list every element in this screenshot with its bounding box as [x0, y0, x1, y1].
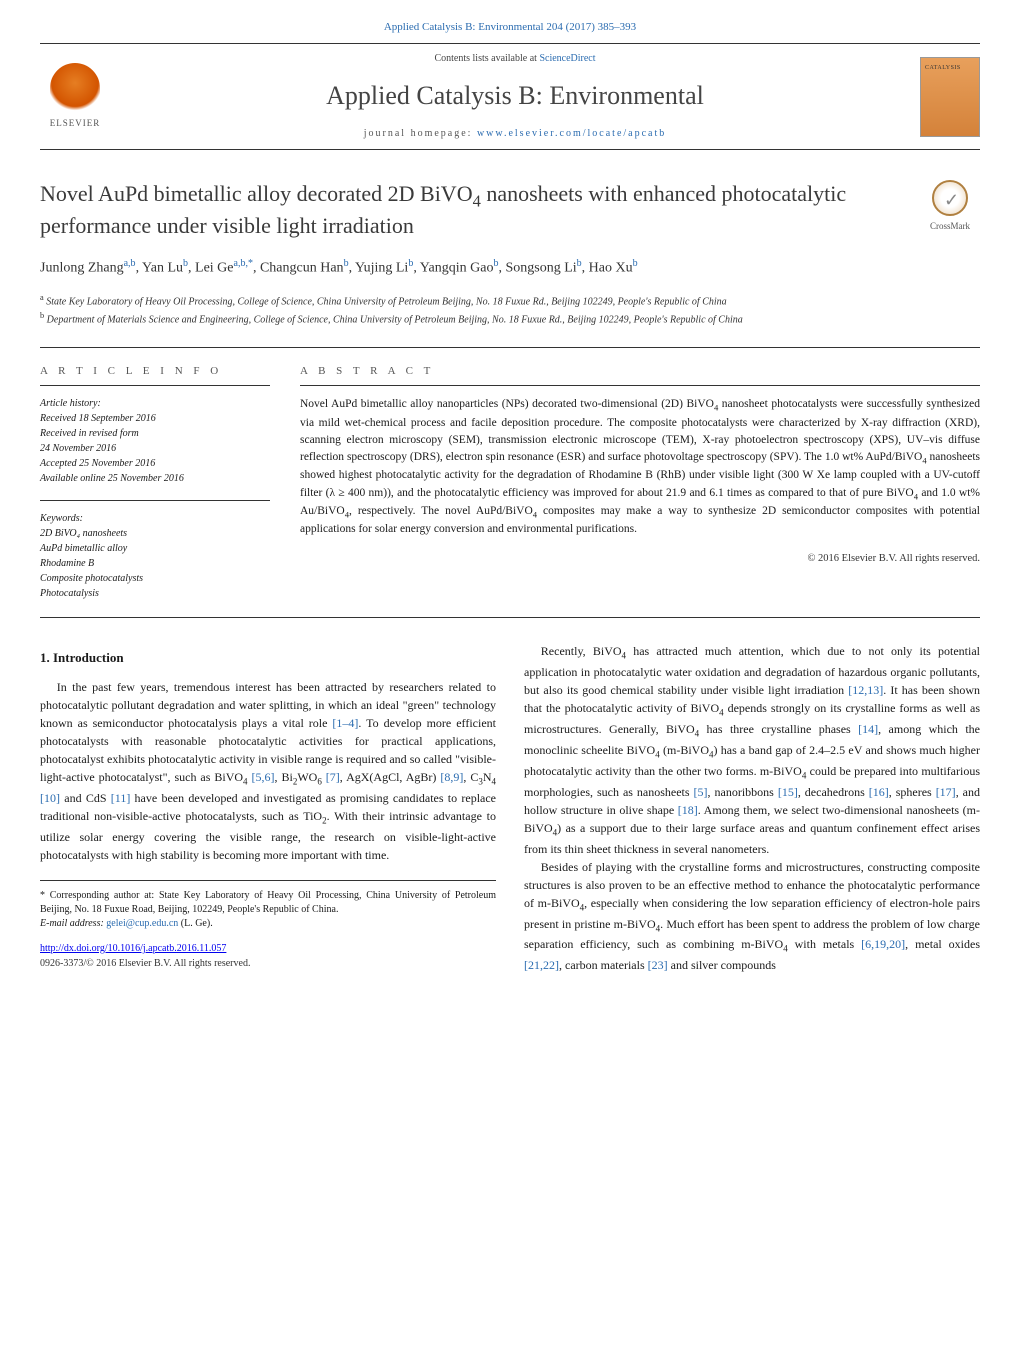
abstract-copyright: © 2016 Elsevier B.V. All rights reserved…: [300, 552, 980, 567]
history-line: 24 November 2016: [40, 441, 270, 456]
homepage-prefix: journal homepage:: [364, 128, 477, 139]
article-title: Novel AuPd bimetallic alloy decorated 2D…: [40, 180, 900, 240]
author-list: Junlong Zhanga,b, Yan Lub, Lei Gea,b,*, …: [40, 256, 980, 280]
abstract-text: Novel AuPd bimetallic alloy nanoparticle…: [300, 396, 980, 538]
affiliation-a: a State Key Laboratory of Heavy Oil Proc…: [40, 292, 980, 309]
elsevier-logo: ELSEVIER: [40, 57, 110, 137]
crossmark-label: CrossMark: [930, 221, 970, 231]
history-line: Received in revised form: [40, 426, 270, 441]
body-paragraph: Besides of playing with the crystalline …: [524, 858, 980, 975]
abstract-heading: a b s t r a c t: [300, 364, 980, 386]
contents-prefix: Contents lists available at: [434, 53, 539, 64]
doi-link[interactable]: http://dx.doi.org/10.1016/j.apcatb.2016.…: [40, 943, 226, 954]
crossmark-badge[interactable]: CrossMark: [920, 180, 980, 233]
keyword: Photocatalysis: [40, 586, 270, 601]
sciencedirect-link[interactable]: ScienceDirect: [539, 53, 595, 64]
keyword: 2D BiVO₄ nanosheets: [40, 526, 270, 541]
article-history: Article history: Received 18 September 2…: [40, 396, 270, 486]
affiliation-b: b Department of Materials Science and En…: [40, 310, 980, 327]
history-label: Article history:: [40, 396, 270, 411]
keyword: Rhodamine B: [40, 556, 270, 571]
history-line: Accepted 25 November 2016: [40, 456, 270, 471]
journal-cover-thumbnail: [920, 57, 980, 137]
journal-homepage-link[interactable]: www.elsevier.com/locate/apcatb: [477, 128, 666, 139]
masthead-center: Contents lists available at ScienceDirec…: [110, 52, 920, 140]
journal-masthead: ELSEVIER Contents lists available at Sci…: [40, 43, 980, 149]
journal-name: Applied Catalysis B: Environmental: [110, 78, 920, 114]
elsevier-wordmark: ELSEVIER: [50, 117, 101, 130]
corresponding-email-link[interactable]: gelei@cup.edu.cn: [106, 918, 178, 929]
keywords-block: Keywords: 2D BiVO₄ nanosheets AuPd bimet…: [40, 511, 270, 601]
affiliations: a State Key Laboratory of Heavy Oil Proc…: [40, 292, 980, 327]
doi-block: http://dx.doi.org/10.1016/j.apcatb.2016.…: [40, 941, 496, 971]
journal-homepage-line: journal homepage: www.elsevier.com/locat…: [110, 127, 920, 141]
email-line: E-mail address: gelei@cup.edu.cn (L. Ge)…: [40, 917, 496, 931]
contents-lists-line: Contents lists available at ScienceDirec…: [110, 52, 920, 66]
corresponding-author-footnote: * Corresponding author at: State Key Lab…: [40, 880, 496, 931]
abstract-column: a b s t r a c t Novel AuPd bimetallic al…: [300, 364, 980, 601]
keywords-label: Keywords:: [40, 511, 270, 526]
elsevier-tree-icon: [50, 63, 100, 113]
crossmark-icon: [932, 180, 968, 216]
article-info-heading: a r t i c l e i n f o: [40, 364, 270, 386]
history-line: Available online 25 November 2016: [40, 471, 270, 486]
article-info-sidebar: a r t i c l e i n f o Article history: R…: [40, 364, 270, 601]
section-heading-introduction: 1. Introduction: [40, 648, 496, 668]
body-paragraph: In the past few years, tremendous intere…: [40, 678, 496, 864]
body-paragraph: Recently, BiVO4 has attracted much atten…: [524, 642, 980, 857]
keyword: AuPd bimetallic alloy: [40, 541, 270, 556]
article-body: 1. Introduction In the past few years, t…: [40, 642, 980, 974]
history-line: Received 18 September 2016: [40, 411, 270, 426]
keyword: Composite photocatalysts: [40, 571, 270, 586]
corresponding-author-text: * Corresponding author at: State Key Lab…: [40, 889, 496, 917]
issn-copyright: 0926-3373/© 2016 Elsevier B.V. All right…: [40, 958, 250, 969]
running-header-citation: Applied Catalysis B: Environmental 204 (…: [40, 20, 980, 43]
